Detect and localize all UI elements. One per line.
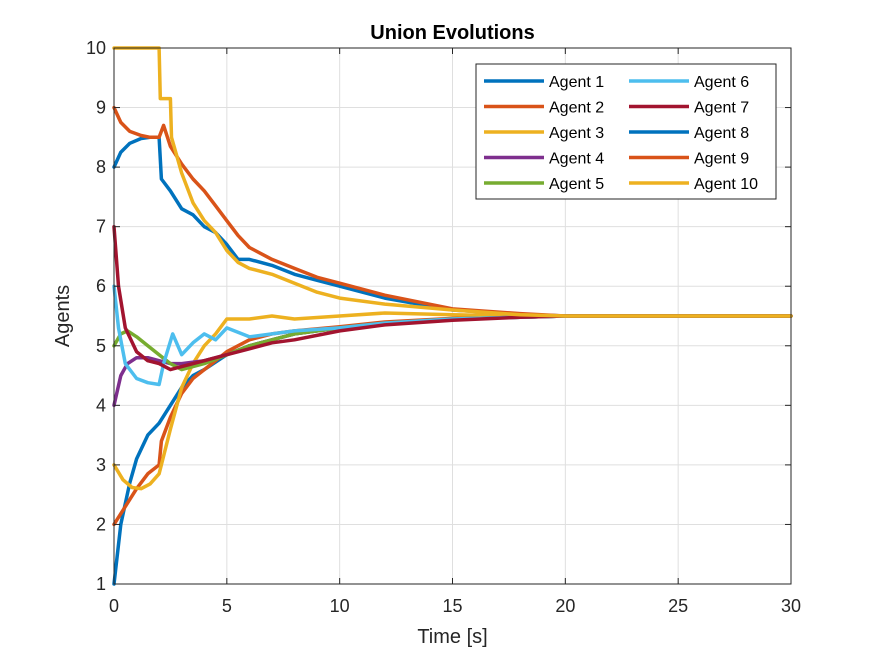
- x-tick-label: 15: [442, 596, 462, 616]
- legend-entry-label: Agent 5: [549, 176, 604, 193]
- y-tick-label: 6: [96, 276, 106, 296]
- chart-title: Union Evolutions: [370, 22, 534, 44]
- y-tick-label: 9: [96, 98, 106, 118]
- x-axis-label: Time [s]: [417, 626, 487, 648]
- legend-entry-label: Agent 3: [549, 125, 604, 142]
- y-tick-label: 7: [96, 217, 106, 237]
- y-tick-label: 1: [96, 574, 106, 594]
- x-tick-label: 5: [222, 596, 232, 616]
- y-tick-label: 5: [96, 336, 106, 356]
- legend-entry-label: Agent 10: [694, 176, 758, 193]
- y-tick-label: 8: [96, 157, 106, 177]
- y-tick-label: 2: [96, 514, 106, 534]
- legend: Agent 1 Agent 2 Agent 3 Agent 4 Agent 5 Agent…: [475, 63, 777, 200]
- legend-entry-label: Agent 9: [694, 151, 749, 168]
- series-line-agent-7: [112, 224, 793, 372]
- legend-entry-label: Agent 2: [549, 100, 604, 117]
- x-tick-label: 20: [555, 596, 575, 616]
- legend-entry-label: Agent 1: [549, 74, 604, 91]
- series-layer: [112, 46, 793, 586]
- y-tick-label: 10: [86, 38, 106, 58]
- x-tick-label: 30: [781, 596, 801, 616]
- legend-entry-label: Agent 7: [694, 100, 749, 117]
- x-tick-label: 25: [668, 596, 688, 616]
- legend-entry-label: Agent 8: [694, 125, 749, 142]
- ticks: 0 5 10 15 20 25 30 1 2 3 4 5 6 7 8 9 10: [86, 38, 801, 616]
- x-tick-label: 10: [330, 596, 350, 616]
- series-line-agent-3: [112, 311, 793, 491]
- legend-entry-label: Agent 6: [694, 74, 749, 91]
- y-tick-label: 3: [96, 455, 106, 475]
- y-tick-label: 4: [96, 395, 106, 415]
- legend-entry-label: Agent 4: [549, 151, 604, 168]
- x-tick-label: 0: [109, 596, 119, 616]
- y-axis-label: Agents: [52, 285, 74, 347]
